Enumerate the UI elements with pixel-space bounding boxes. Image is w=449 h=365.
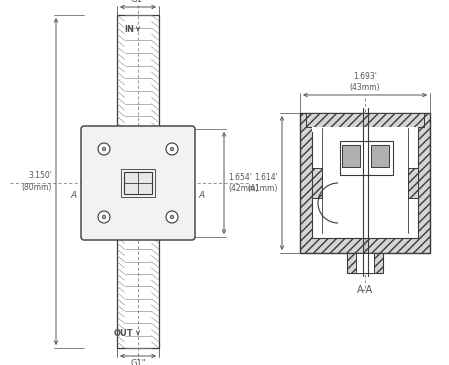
Circle shape bbox=[98, 143, 110, 155]
Circle shape bbox=[166, 211, 178, 223]
Circle shape bbox=[170, 215, 174, 219]
Bar bbox=[312, 123, 418, 238]
Text: 1.614'
(41mm): 1.614' (41mm) bbox=[248, 173, 278, 193]
Circle shape bbox=[102, 215, 106, 219]
Text: A: A bbox=[199, 191, 205, 200]
Text: G1": G1" bbox=[130, 359, 146, 365]
Bar bbox=[347, 253, 383, 273]
Bar bbox=[356, 253, 374, 273]
Bar bbox=[124, 172, 152, 194]
Bar bbox=[370, 145, 388, 167]
Text: 3.150'
(80mm): 3.150' (80mm) bbox=[22, 172, 52, 192]
Bar bbox=[300, 113, 430, 253]
Text: OUT: OUT bbox=[114, 330, 133, 338]
Bar bbox=[408, 168, 418, 198]
FancyBboxPatch shape bbox=[81, 126, 195, 240]
Bar bbox=[306, 113, 424, 127]
Text: A: A bbox=[71, 191, 77, 200]
Circle shape bbox=[98, 211, 110, 223]
Text: G1": G1" bbox=[130, 0, 146, 4]
Circle shape bbox=[166, 143, 178, 155]
Bar bbox=[342, 145, 360, 167]
Text: 1.654'
(42mm): 1.654' (42mm) bbox=[228, 173, 258, 193]
Circle shape bbox=[170, 147, 174, 151]
Text: IN: IN bbox=[124, 24, 134, 34]
Circle shape bbox=[102, 147, 106, 151]
Bar bbox=[312, 168, 322, 198]
Bar bbox=[121, 169, 155, 197]
Text: A-A: A-A bbox=[357, 285, 373, 295]
Bar bbox=[339, 141, 392, 175]
Bar bbox=[312, 127, 418, 132]
Text: 1.693'
(43mm): 1.693' (43mm) bbox=[350, 72, 380, 92]
